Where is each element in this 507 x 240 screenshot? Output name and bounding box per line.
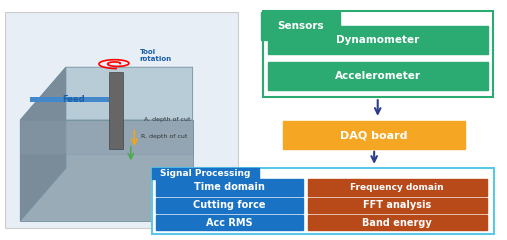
Polygon shape — [20, 120, 193, 221]
FancyBboxPatch shape — [261, 12, 340, 40]
FancyBboxPatch shape — [109, 72, 123, 149]
Text: Time domain: Time domain — [194, 182, 265, 192]
FancyBboxPatch shape — [263, 11, 493, 97]
FancyBboxPatch shape — [152, 168, 259, 179]
FancyBboxPatch shape — [5, 12, 238, 228]
FancyBboxPatch shape — [156, 179, 303, 196]
FancyBboxPatch shape — [308, 198, 487, 213]
Text: DAQ board: DAQ board — [340, 130, 408, 140]
FancyBboxPatch shape — [156, 215, 303, 230]
FancyBboxPatch shape — [308, 179, 487, 196]
Text: FFT analysis: FFT analysis — [363, 200, 431, 210]
Text: Sensors: Sensors — [277, 21, 323, 31]
Text: Signal Processing: Signal Processing — [160, 169, 250, 178]
FancyBboxPatch shape — [268, 62, 488, 90]
Polygon shape — [20, 67, 193, 120]
Text: Tool
rotation: Tool rotation — [139, 49, 171, 62]
Text: R. depth of cut: R. depth of cut — [141, 134, 187, 139]
Polygon shape — [20, 120, 193, 154]
Polygon shape — [20, 67, 66, 221]
FancyBboxPatch shape — [308, 215, 487, 230]
Text: Cutting force: Cutting force — [194, 200, 266, 210]
Text: Band energy: Band energy — [363, 218, 432, 228]
Text: Accelerometer: Accelerometer — [335, 71, 421, 81]
Text: Frequency domain: Frequency domain — [350, 183, 444, 192]
FancyBboxPatch shape — [156, 198, 303, 213]
Text: Acc RMS: Acc RMS — [206, 218, 253, 228]
FancyBboxPatch shape — [30, 97, 109, 102]
FancyBboxPatch shape — [283, 121, 465, 149]
Text: A. depth of cut: A. depth of cut — [144, 118, 191, 122]
Text: Feed: Feed — [62, 95, 85, 104]
Text: Dynamometer: Dynamometer — [336, 35, 420, 45]
FancyBboxPatch shape — [268, 26, 488, 54]
FancyBboxPatch shape — [152, 168, 494, 234]
